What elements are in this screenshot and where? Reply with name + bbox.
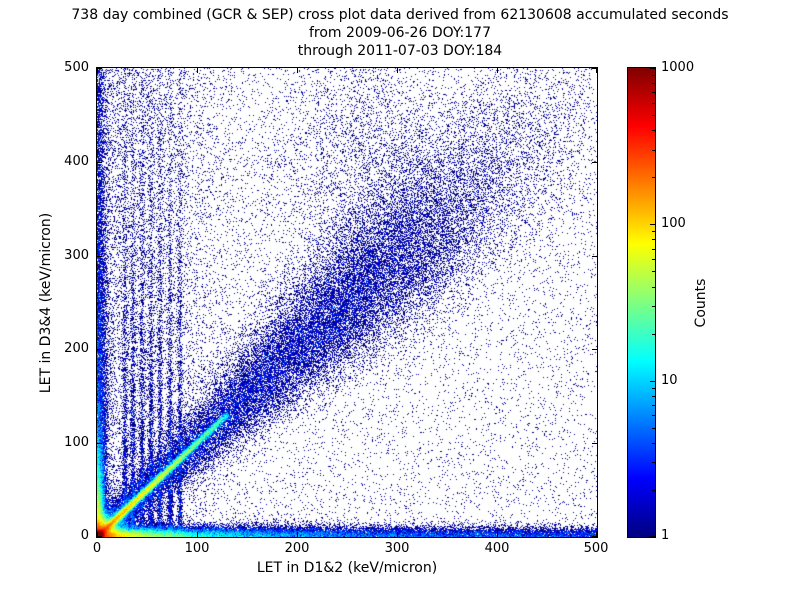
- y-tick: [592, 256, 597, 257]
- x-tick-label: 0: [92, 541, 102, 556]
- colorbar-label: Counts: [693, 278, 709, 328]
- colorbar-minor-tick: [652, 287, 655, 288]
- colorbar: [627, 67, 656, 538]
- x-tick: [596, 532, 597, 537]
- x-tick: [397, 532, 398, 537]
- colorbar-minor-tick: [652, 177, 655, 178]
- x-tick: [297, 68, 298, 73]
- x-tick-label: 100: [184, 541, 210, 556]
- colorbar-tick: [650, 68, 655, 69]
- y-tick: [592, 68, 597, 69]
- x-tick-label: 200: [284, 541, 310, 556]
- y-tick-label: 500: [64, 60, 89, 75]
- colorbar-minor-tick: [652, 462, 655, 463]
- y-tick: [592, 349, 597, 350]
- title-line-3: through 2011-07-03 DOY:184: [297, 43, 503, 59]
- colorbar-minor-tick: [652, 150, 655, 151]
- y-tick: [97, 443, 102, 444]
- colorbar-minor-tick: [652, 249, 655, 250]
- x-tick-label: 500: [583, 541, 609, 556]
- colorbar-tick-label: 1000: [661, 60, 695, 75]
- colorbar-minor-tick: [652, 396, 655, 397]
- colorbar-minor-tick: [652, 443, 655, 444]
- colorbar-tick: [650, 381, 655, 382]
- plot-area: [96, 67, 598, 538]
- x-tick: [97, 532, 98, 537]
- colorbar-minor-tick: [652, 75, 655, 76]
- colorbar-tick-label: 100: [661, 216, 686, 231]
- title-line-1: 738 day combined (GCR & SEP) cross plot …: [71, 7, 729, 23]
- colorbar-minor-tick: [652, 83, 655, 84]
- heatmap-canvas: [97, 68, 597, 537]
- x-tick: [197, 532, 198, 537]
- y-tick: [97, 536, 102, 537]
- colorbar-minor-tick: [652, 271, 655, 272]
- colorbar-minor-tick: [652, 239, 655, 240]
- colorbar-minor-tick: [652, 306, 655, 307]
- title-line-2: from 2009-06-26 DOY:177: [308, 25, 491, 41]
- x-tick: [497, 532, 498, 537]
- colorbar-minor-tick: [652, 334, 655, 335]
- y-tick: [592, 162, 597, 163]
- colorbar-minor-tick: [652, 428, 655, 429]
- y-tick: [97, 162, 102, 163]
- y-axis-label: LET in D3&4 (keV/micron): [38, 212, 54, 394]
- y-tick: [97, 68, 102, 69]
- colorbar-tick-label: 1: [661, 528, 670, 543]
- x-tick: [297, 532, 298, 537]
- colorbar-minor-tick: [652, 415, 655, 416]
- colorbar-minor-tick: [652, 231, 655, 232]
- colorbar-minor-tick: [652, 490, 655, 491]
- y-tick-label: 0: [80, 528, 89, 543]
- x-tick: [497, 68, 498, 73]
- colorbar-minor-tick: [652, 92, 655, 93]
- y-tick-label: 400: [64, 154, 89, 169]
- y-tick: [97, 349, 102, 350]
- x-tick: [97, 68, 98, 73]
- y-tick-label: 300: [64, 248, 89, 263]
- colorbar-tick: [650, 224, 655, 225]
- colorbar-tick: [650, 536, 655, 537]
- chart-title: 738 day combined (GCR & SEP) cross plot …: [0, 6, 800, 60]
- colorbar-minor-tick: [652, 388, 655, 389]
- colorbar-minor-tick: [652, 115, 655, 116]
- y-tick-label: 100: [64, 435, 89, 450]
- y-tick: [592, 536, 597, 537]
- x-axis-label: LET in D1&2 (keV/micron): [256, 560, 438, 576]
- y-tick-label: 200: [64, 341, 89, 356]
- y-tick: [97, 256, 102, 257]
- x-tick: [197, 68, 198, 73]
- colorbar-minor-tick: [652, 405, 655, 406]
- x-tick: [596, 68, 597, 73]
- colorbar-minor-tick: [652, 130, 655, 131]
- colorbar-minor-tick: [652, 103, 655, 104]
- colorbar-minor-tick: [652, 259, 655, 260]
- x-tick: [397, 68, 398, 73]
- y-tick: [592, 443, 597, 444]
- x-tick-label: 400: [484, 541, 510, 556]
- colorbar-tick-label: 10: [661, 373, 678, 388]
- x-tick-label: 300: [384, 541, 410, 556]
